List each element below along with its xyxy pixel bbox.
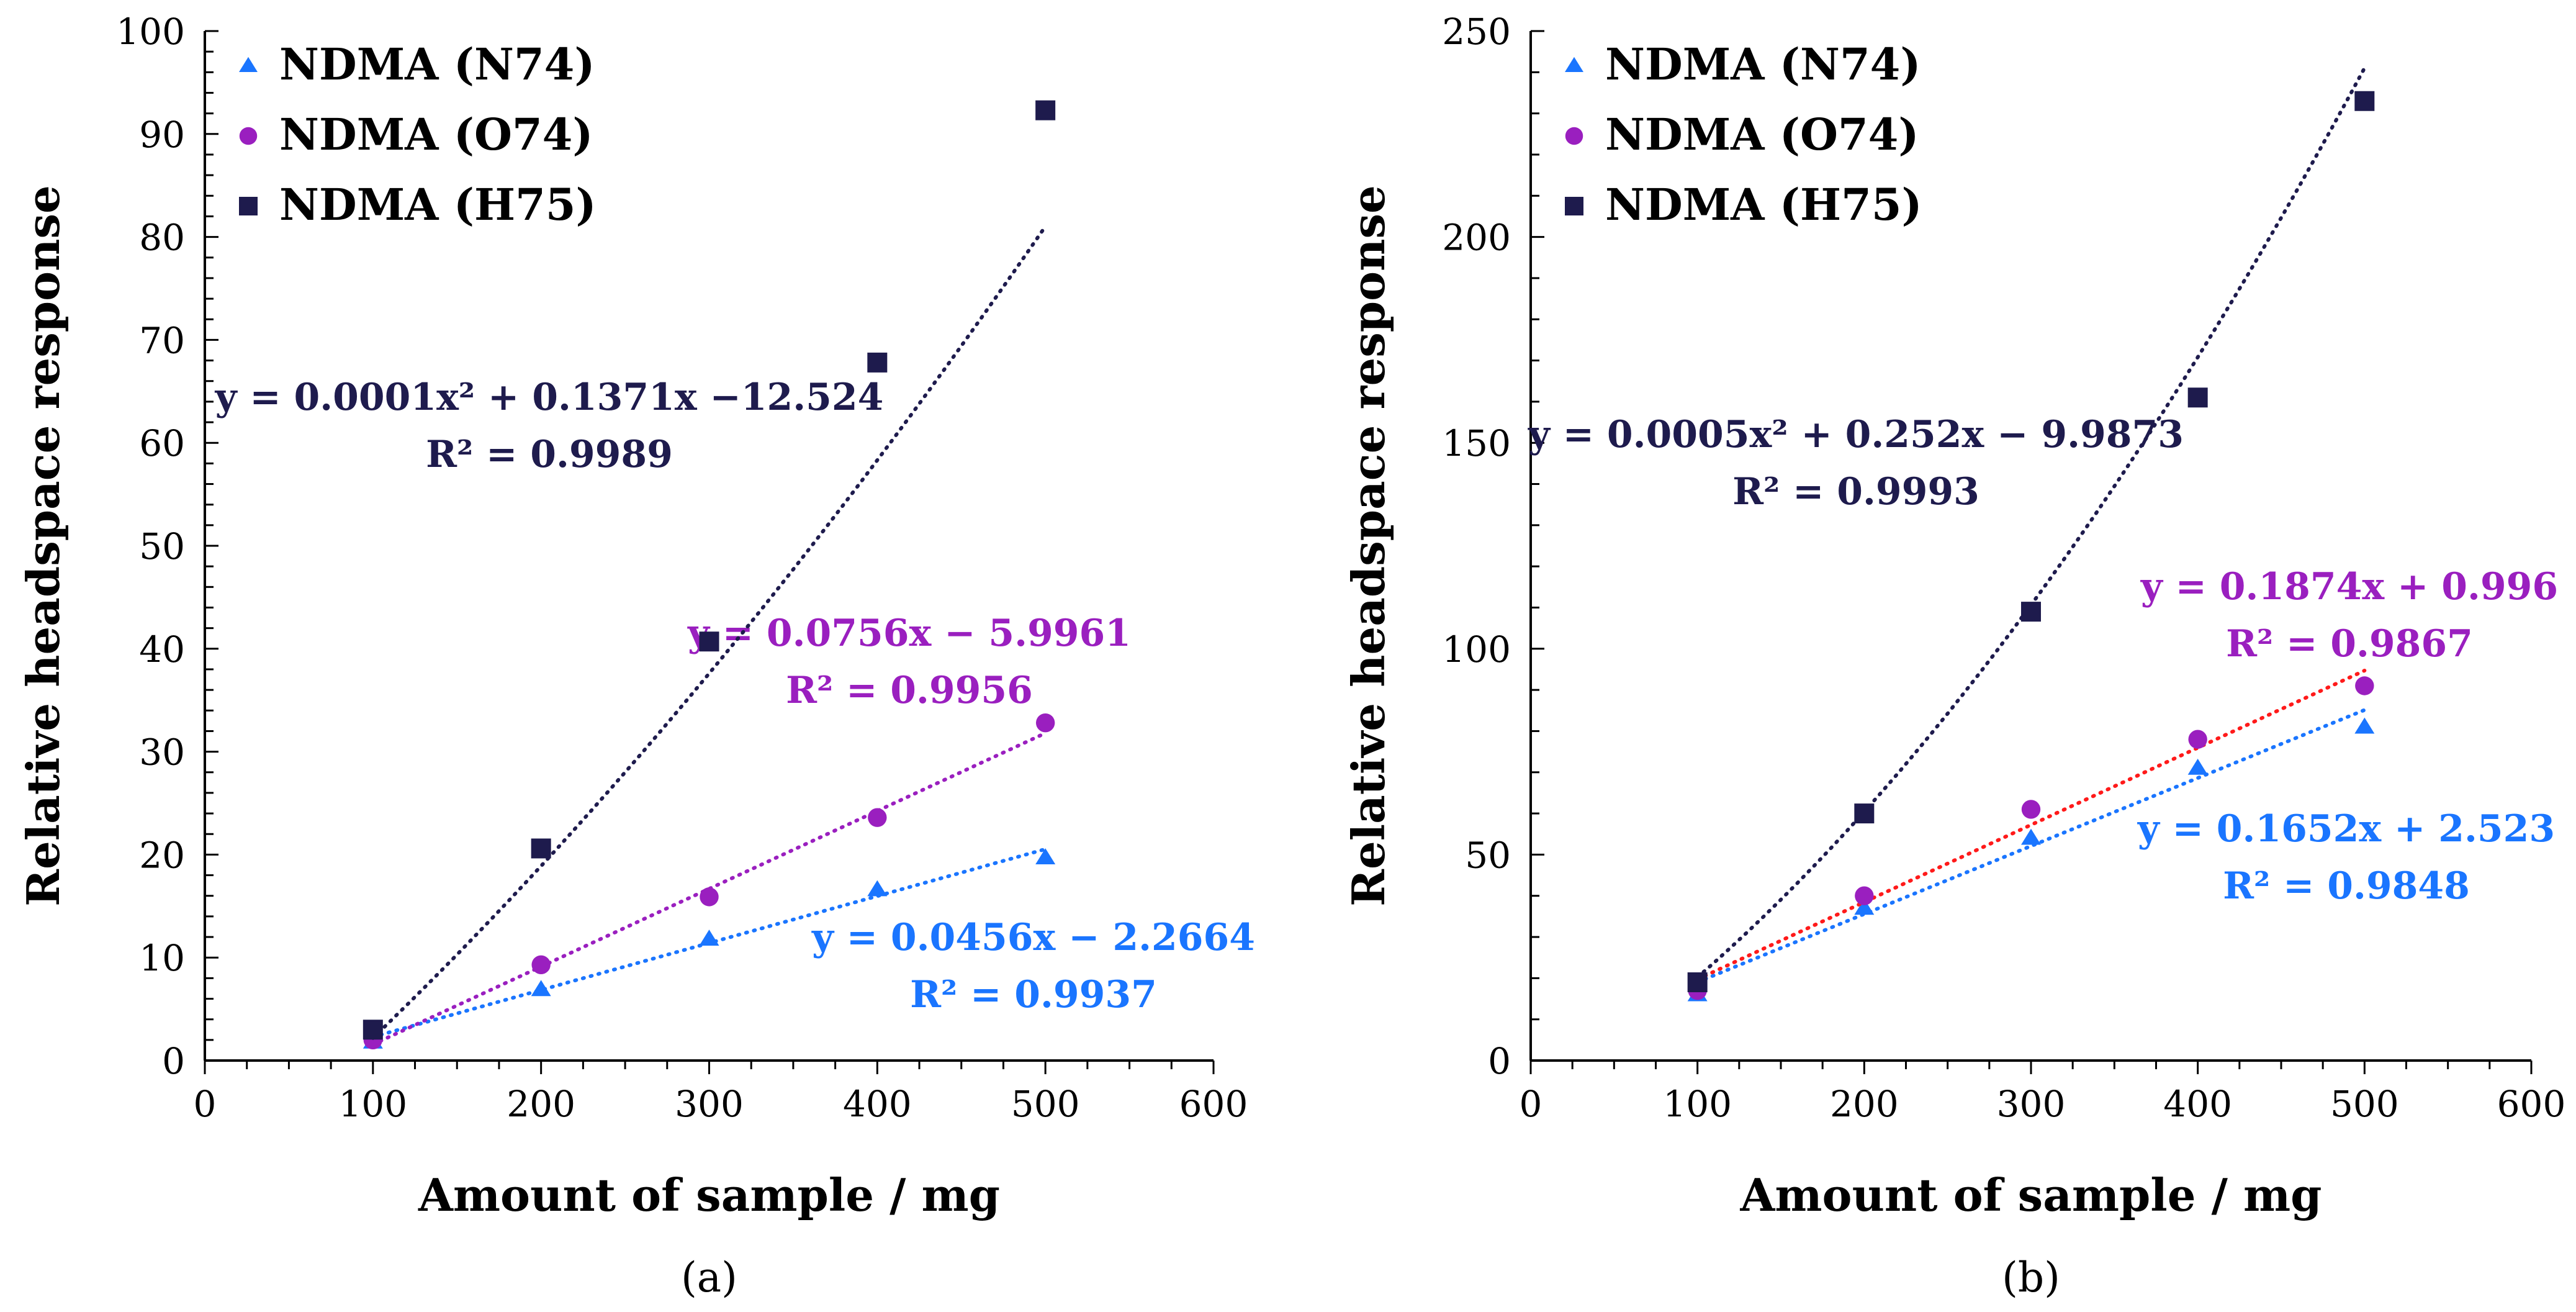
- r-squared: R² = 0.9937: [910, 973, 1157, 1016]
- r-squared: R² = 0.9993: [1732, 470, 1979, 513]
- x-tick-label: 0: [194, 1083, 217, 1125]
- legend-marker-triangle: [239, 57, 258, 72]
- data-point-circle: [2021, 800, 2041, 819]
- data-point-triangle: [1854, 898, 1875, 915]
- y-tick-label: 70: [139, 319, 185, 361]
- data-point-square: [699, 631, 719, 652]
- trend-equation: y = 0.1874x + 0.996: [2140, 565, 2558, 608]
- y-tick-label: 60: [139, 422, 185, 464]
- y-tick-label: 100: [116, 11, 185, 53]
- data-point-square: [2354, 91, 2375, 111]
- data-point-triangle: [699, 930, 719, 946]
- y-tick-label: 200: [1442, 217, 1511, 259]
- data-point-triangle: [2354, 717, 2375, 734]
- data-point-square: [2187, 387, 2208, 408]
- legend-marker-circle: [239, 127, 258, 145]
- legend-label: NDMA (H75): [1605, 179, 1922, 230]
- legend-marker-circle: [1565, 127, 1583, 145]
- data-point-square: [363, 1020, 383, 1040]
- panel-b: 0 100 200 300 400 500 600 0 50 100 150 200 250 Amount…: [1342, 11, 2565, 1301]
- data-point-square: [531, 838, 551, 859]
- r-squared: R² = 0.9848: [2223, 864, 2470, 908]
- panel-label: (b): [2002, 1254, 2060, 1301]
- r-squared: R² = 0.9989: [426, 433, 673, 476]
- data-point-circle: [1855, 886, 1874, 905]
- trend-equation: y = 0.0005x² + 0.252x − 9.9873: [1528, 413, 2184, 456]
- data-point-circle: [2355, 676, 2374, 695]
- r-squared: R² = 0.9956: [786, 669, 1033, 712]
- data-point-circle: [531, 955, 551, 975]
- y-tick-label: 90: [139, 114, 185, 156]
- y-tick-label: 100: [1442, 628, 1511, 671]
- x-tick-label: 400: [843, 1083, 912, 1125]
- data-point-triangle: [1035, 848, 1056, 865]
- y-axis-title: Relative headspace response: [17, 185, 70, 907]
- trendline: [371, 224, 1048, 1040]
- x-tick-label: 500: [2330, 1083, 2399, 1125]
- y-tick-label: 250: [1442, 11, 1511, 53]
- x-axis-title: Amount of sample / mg: [1740, 1169, 2322, 1221]
- y-axis-title: Relative headspace response: [1342, 185, 1395, 907]
- trendline: [1695, 669, 2367, 982]
- legend-marker-triangle: [1565, 57, 1583, 72]
- data-point-square: [2021, 602, 2041, 622]
- x-tick-label: 600: [2497, 1083, 2566, 1125]
- data-point-circle: [868, 808, 887, 827]
- panel-a: 0 100 200 300 400 500 600 0 10 20 30 40 50 60 70 80 90 10…: [17, 11, 1255, 1301]
- data-point-square: [1035, 100, 1056, 120]
- x-tick-label: 200: [1830, 1083, 1899, 1125]
- legend-label: NDMA (H75): [279, 179, 597, 230]
- legend-marker-square: [1565, 197, 1583, 215]
- data-point-square: [1854, 803, 1875, 824]
- x-tick-label: 100: [338, 1083, 407, 1125]
- legend-marker-square: [239, 197, 258, 215]
- x-tick-label: 200: [507, 1083, 575, 1125]
- x-tick-label: 600: [1179, 1083, 1248, 1125]
- data-point-circle: [700, 887, 719, 907]
- data-point-square: [867, 352, 888, 373]
- y-tick-label: 0: [162, 1040, 185, 1082]
- y-tick-label: 20: [139, 834, 185, 876]
- legend-label: NDMA (O74): [1605, 109, 1919, 160]
- y-tick-label: 30: [139, 731, 185, 774]
- y-tick-label: 80: [139, 217, 185, 259]
- trend-equation: y = 0.0001x² + 0.1371x −12.524: [215, 376, 884, 419]
- legend-label: NDMA (N74): [1605, 38, 1921, 90]
- data-point-square: [1687, 972, 1708, 992]
- y-tick-label: 10: [139, 937, 185, 979]
- y-tick-label: 50: [139, 525, 185, 568]
- x-tick-label: 400: [2163, 1083, 2232, 1125]
- data-point-triangle: [867, 880, 888, 897]
- data-point-triangle: [2021, 828, 2041, 845]
- r-squared: R² = 0.9867: [2226, 622, 2473, 666]
- x-tick-label: 100: [1663, 1083, 1732, 1125]
- trendline: [1695, 708, 2367, 984]
- legend-label: NDMA (O74): [279, 109, 593, 160]
- x-tick-label: 500: [1011, 1083, 1080, 1125]
- legend-label: NDMA (N74): [279, 38, 595, 90]
- x-axis-title: Amount of sample / mg: [418, 1169, 1000, 1221]
- panel-label: (a): [681, 1254, 737, 1301]
- y-tick-label: 150: [1442, 422, 1511, 464]
- data-point-circle: [2188, 730, 2207, 749]
- data-point-triangle: [531, 980, 551, 997]
- x-tick-label: 0: [1520, 1083, 1542, 1125]
- y-tick-label: 40: [139, 628, 185, 671]
- y-tick-label: 50: [1465, 834, 1511, 876]
- x-tick-label: 300: [675, 1083, 744, 1125]
- data-point-triangle: [2187, 758, 2208, 775]
- x-tick-label: 300: [1997, 1083, 2066, 1125]
- trend-equation: y = 0.1652x + 2.523: [2137, 807, 2555, 851]
- trend-equation: y = 0.0756x − 5.9961: [687, 612, 1131, 655]
- data-point-circle: [1035, 713, 1055, 733]
- trend-equation: y = 0.0456x − 2.2664: [811, 916, 1255, 959]
- y-tick-label: 0: [1488, 1040, 1511, 1082]
